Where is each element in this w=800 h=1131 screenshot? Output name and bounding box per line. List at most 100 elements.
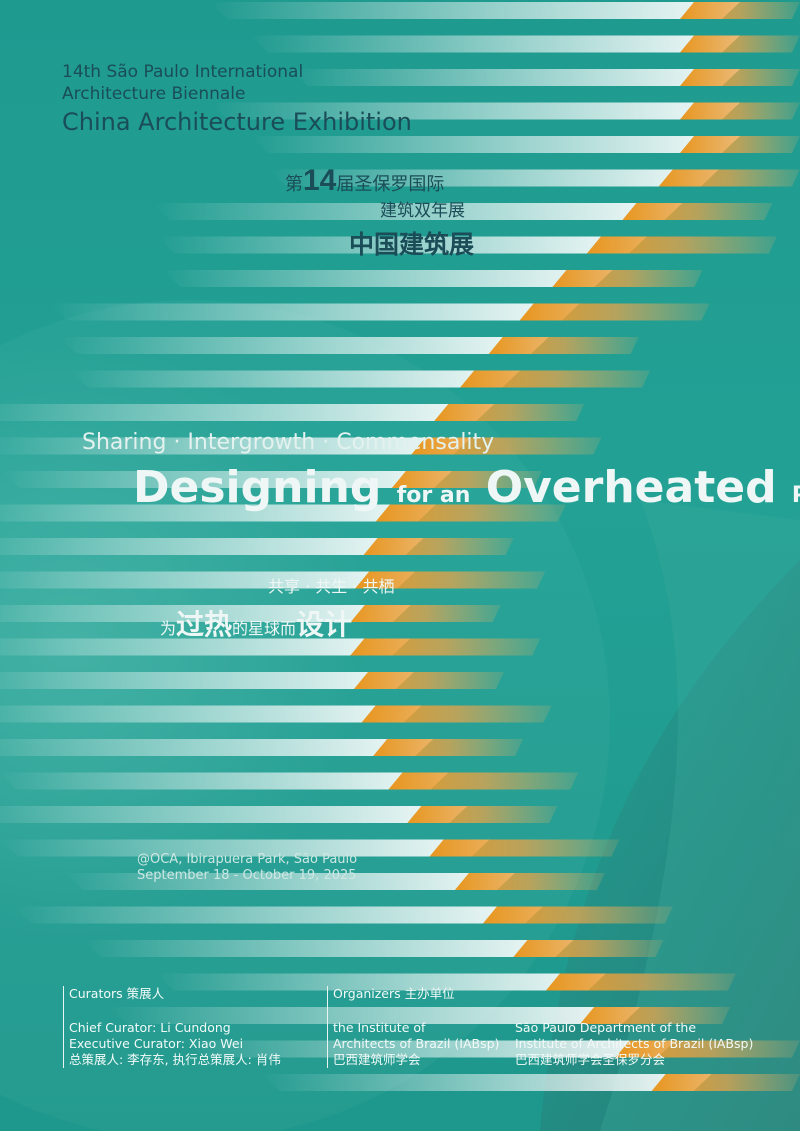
orange-stripe [519,303,710,321]
orange-stripe [375,504,566,522]
orange-stripe [680,136,800,153]
white-stripe [162,270,613,287]
white-stripe [110,1007,641,1024]
orange-stripe [680,69,800,86]
title-word-for-an: for an [396,483,471,508]
white-stripe [0,404,495,421]
white-stripe [156,236,647,254]
venue-dates: September 18 - October 19, 2025 [137,868,357,883]
title-word-planet: Planet [791,483,800,508]
organizer1-line2: Architects of Brazil (IABsp) [333,1036,500,1051]
white-stripe [1,471,452,488]
white-stripe [0,437,472,455]
orange-stripe [580,1007,731,1024]
orange-stripe [658,169,800,187]
white-stripe [290,69,740,86]
orange-stripe [513,940,664,957]
orange-stripe [615,1040,800,1058]
orange-stripe [353,672,504,689]
white-stripe [210,2,740,19]
orange-stripe [363,538,514,555]
orange-stripe [482,906,673,924]
venue-location: @OCA, Ibirapuera Park, São Paulo [137,852,358,867]
cn-title-part1: 为 [160,619,177,638]
white-stripe [0,538,424,555]
theme-title-en: Designing for an Overheated Planet [133,460,800,524]
cn-suffix: 届圣保罗国际 [336,174,445,195]
theme-title-cn: 为过热的星球而设计 [160,605,352,649]
white-stripe [250,35,740,53]
white-stripe [0,504,436,522]
orange-stripe [680,35,800,53]
curators-heading: Curators 策展人 [69,986,165,1001]
orange-stripe [350,638,541,656]
biennale-title-en-line2: Architecture Biennale [62,84,246,104]
curators-cn: 总策展人: 李存东, 执行总策展人: 肖伟 [69,1052,281,1067]
white-stripe [83,940,574,957]
organizer2-line1: São Paulo Department of the [515,1020,697,1035]
white-stripe [185,1040,676,1058]
title-word-designing: Designing [133,462,382,513]
orange-stripe [680,2,800,19]
white-stripe [12,906,543,924]
biennale-title-en-line1: 14th São Paulo International [62,62,304,82]
cn-prefix: 第 [285,174,303,195]
orange-stripe [429,839,620,857]
orange-stripe [373,739,524,756]
organizer1-cn: 巴西建筑师学会 [333,1052,421,1067]
orange-stripe [552,270,703,287]
organizers-divider [327,986,328,1068]
white-stripe [152,203,683,220]
curators-divider [63,986,64,1068]
white-stripe [0,806,468,823]
organizer2-line2: Institute of Architects of Brazil (IABsp… [515,1036,754,1051]
white-stripe [0,839,490,857]
exhibition-title-en: China Architecture Exhibition [62,108,412,136]
chief-curator: Chief Curator: Li Cundong [69,1020,231,1035]
orange-stripe [622,203,773,220]
white-stripe [0,772,449,790]
teal-band-right [600,500,800,1131]
organizers-heading: Organizers 主办单位 [333,986,455,1001]
orange-stripe [407,806,558,823]
white-stripe [58,337,549,354]
theme-subtitle-cn: 共享 · 共生 · 共栖 [268,577,395,596]
title-word-overheated: Overheated [485,462,777,513]
white-stripe [0,605,411,622]
orange-stripe [434,404,585,421]
orange-stripe [355,571,546,589]
organizer2-cn: 巴西建筑师学会圣保罗分会 [515,1052,666,1067]
biennale-title-cn-line2: 建筑双年展 [380,201,465,221]
white-stripe [64,873,515,890]
edition-number: 14 [303,164,337,197]
orange-stripe [488,337,639,354]
orange-stripe [361,705,552,723]
orange-stripe [586,236,777,254]
orange-stripe [460,370,651,388]
white-stripe [210,102,740,120]
white-stripe [0,705,422,723]
white-stripe [0,638,411,656]
white-stripe [0,739,434,756]
white-stripe [0,571,416,589]
organizer1-line1: the Institute of [333,1020,426,1035]
white-stripe [268,169,719,187]
white-stripe [0,672,414,689]
orange-stripe [388,772,579,790]
executive-curator: Executive Curator: Xiao Wei [69,1036,244,1051]
stripe-group [0,2,800,1091]
orange-stripe [454,873,605,890]
orange-stripe [350,605,501,622]
white-stripe [250,136,740,153]
cn-title-part4: 设计 [296,608,353,641]
white-stripe [49,303,580,321]
white-stripe [155,973,606,991]
white-stripe [261,1074,712,1091]
cn-title-part2: 过热 [176,608,233,641]
orange-stripe [651,1074,800,1091]
orange-stripe [411,437,602,455]
orange-stripe [680,102,800,120]
orange-stripe [545,973,736,991]
